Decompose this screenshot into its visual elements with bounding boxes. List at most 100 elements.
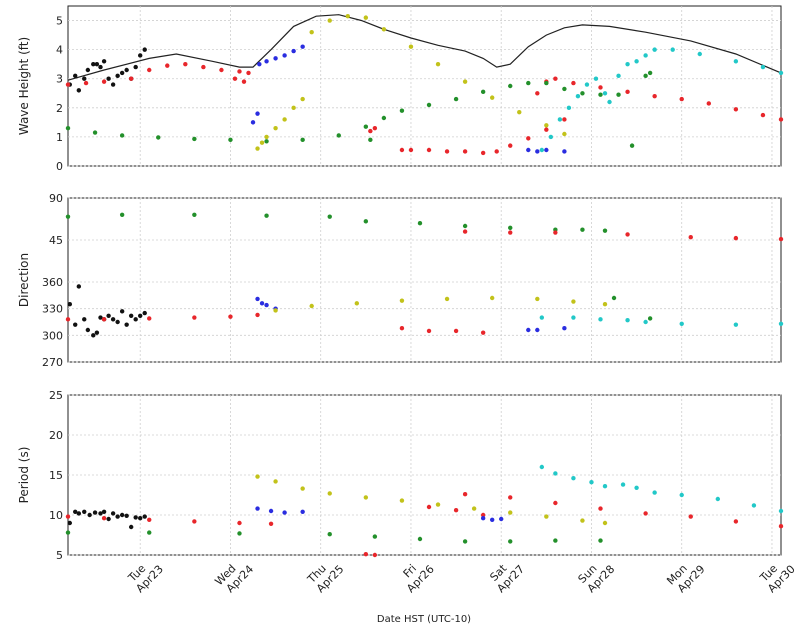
data-point-black [87, 512, 92, 518]
data-point-blue [257, 61, 262, 67]
data-point-red [232, 76, 238, 81]
data-point-red [480, 330, 486, 335]
data-point-cyan [778, 321, 784, 326]
data-point-cyan [679, 492, 684, 498]
data-point-green [65, 530, 71, 535]
data-point-red [65, 514, 71, 519]
data-point-blue [499, 516, 504, 522]
data-point-yellow [462, 79, 468, 84]
data-point-green [372, 534, 378, 539]
data-point-yellow [517, 109, 522, 115]
data-point-cyan [643, 319, 648, 325]
data-point-black [76, 284, 82, 289]
data-point-black [98, 315, 103, 320]
data-point-green [526, 80, 531, 86]
data-point-red [778, 524, 784, 529]
data-point-red [733, 519, 739, 524]
data-point-green [65, 125, 71, 131]
y-tick-label: 360 [42, 276, 63, 289]
data-point-red [553, 76, 558, 81]
data-point-black [76, 511, 82, 516]
data-point-red [625, 232, 630, 237]
data-point-green [647, 70, 653, 76]
data-point-green [417, 221, 423, 226]
data-point-red [706, 101, 711, 106]
data-point-green [264, 213, 269, 218]
data-point-black [128, 524, 134, 530]
data-point-cyan [733, 322, 739, 327]
data-point-black [106, 516, 111, 522]
data-point-cyan [553, 471, 558, 476]
data-point-blue [480, 516, 486, 521]
data-point-red [462, 149, 468, 154]
data-point-yellow [264, 134, 269, 140]
data-point-red [399, 147, 405, 153]
y-tick-label: 330 [42, 303, 63, 316]
data-point-cyan [778, 70, 784, 76]
data-point-blue [562, 149, 567, 154]
y-tick-label: 3 [56, 73, 63, 86]
data-point-black [138, 53, 143, 58]
data-point-black [91, 333, 96, 338]
data-point-green [336, 133, 341, 138]
data-point-blue [300, 44, 305, 49]
data-point-yellow [255, 146, 260, 151]
data-point-green [611, 295, 617, 301]
data-point-green [228, 137, 233, 143]
data-point-yellow [327, 18, 332, 23]
data-point-cyan [620, 482, 626, 487]
data-point-black [98, 64, 103, 70]
data-point-red [453, 508, 459, 513]
data-point-black [115, 514, 120, 519]
data-point-yellow [435, 502, 441, 507]
data-point-red [679, 96, 684, 102]
chart-panel-3: 5 10 15 20 25 Period (s) [17, 389, 784, 562]
data-point-red [147, 517, 152, 522]
data-point-cyan [602, 91, 608, 96]
y-axis-label: Wave Height (ft) [17, 37, 31, 135]
data-point-yellow [273, 308, 278, 313]
data-point-cyan [643, 53, 648, 58]
data-point-blue [264, 59, 269, 64]
data-point-red [562, 117, 567, 122]
data-point-red [228, 314, 233, 319]
data-point-red [83, 80, 89, 86]
data-point-red [246, 70, 251, 76]
data-point-red [760, 112, 766, 118]
data-point-yellow [345, 13, 350, 19]
data-point-red [426, 504, 432, 510]
data-point-green [192, 212, 197, 217]
data-point-red [778, 236, 784, 242]
data-point-red [101, 516, 107, 521]
data-point-green [147, 530, 152, 535]
data-point-blue [562, 326, 567, 331]
data-point-cyan [593, 76, 599, 81]
data-point-black [101, 509, 107, 514]
data-point-green [92, 130, 98, 135]
data-point-red [201, 64, 206, 70]
data-point-black [110, 82, 116, 87]
data-point-yellow [273, 125, 278, 131]
data-point-red [219, 67, 224, 73]
data-point-cyan [575, 93, 581, 99]
data-point-red [598, 506, 603, 511]
data-point-cyan [625, 61, 630, 67]
data-point-black [67, 302, 73, 307]
data-point-red [462, 229, 468, 234]
data-point-cyan [598, 317, 603, 322]
data-point-cyan [634, 485, 639, 490]
y-tick-label: 25 [49, 389, 63, 402]
data-point-red [480, 150, 486, 156]
data-point-red [688, 514, 693, 519]
data-point-black [142, 310, 147, 316]
data-point-yellow [471, 506, 477, 511]
data-point-green [508, 225, 513, 231]
data-point-green [580, 227, 585, 232]
data-point-red [480, 512, 486, 518]
data-point-red [426, 147, 432, 153]
data-point-black [133, 515, 138, 520]
data-point-black [124, 67, 129, 73]
data-point-yellow [580, 518, 585, 523]
data-point-red [733, 107, 739, 112]
